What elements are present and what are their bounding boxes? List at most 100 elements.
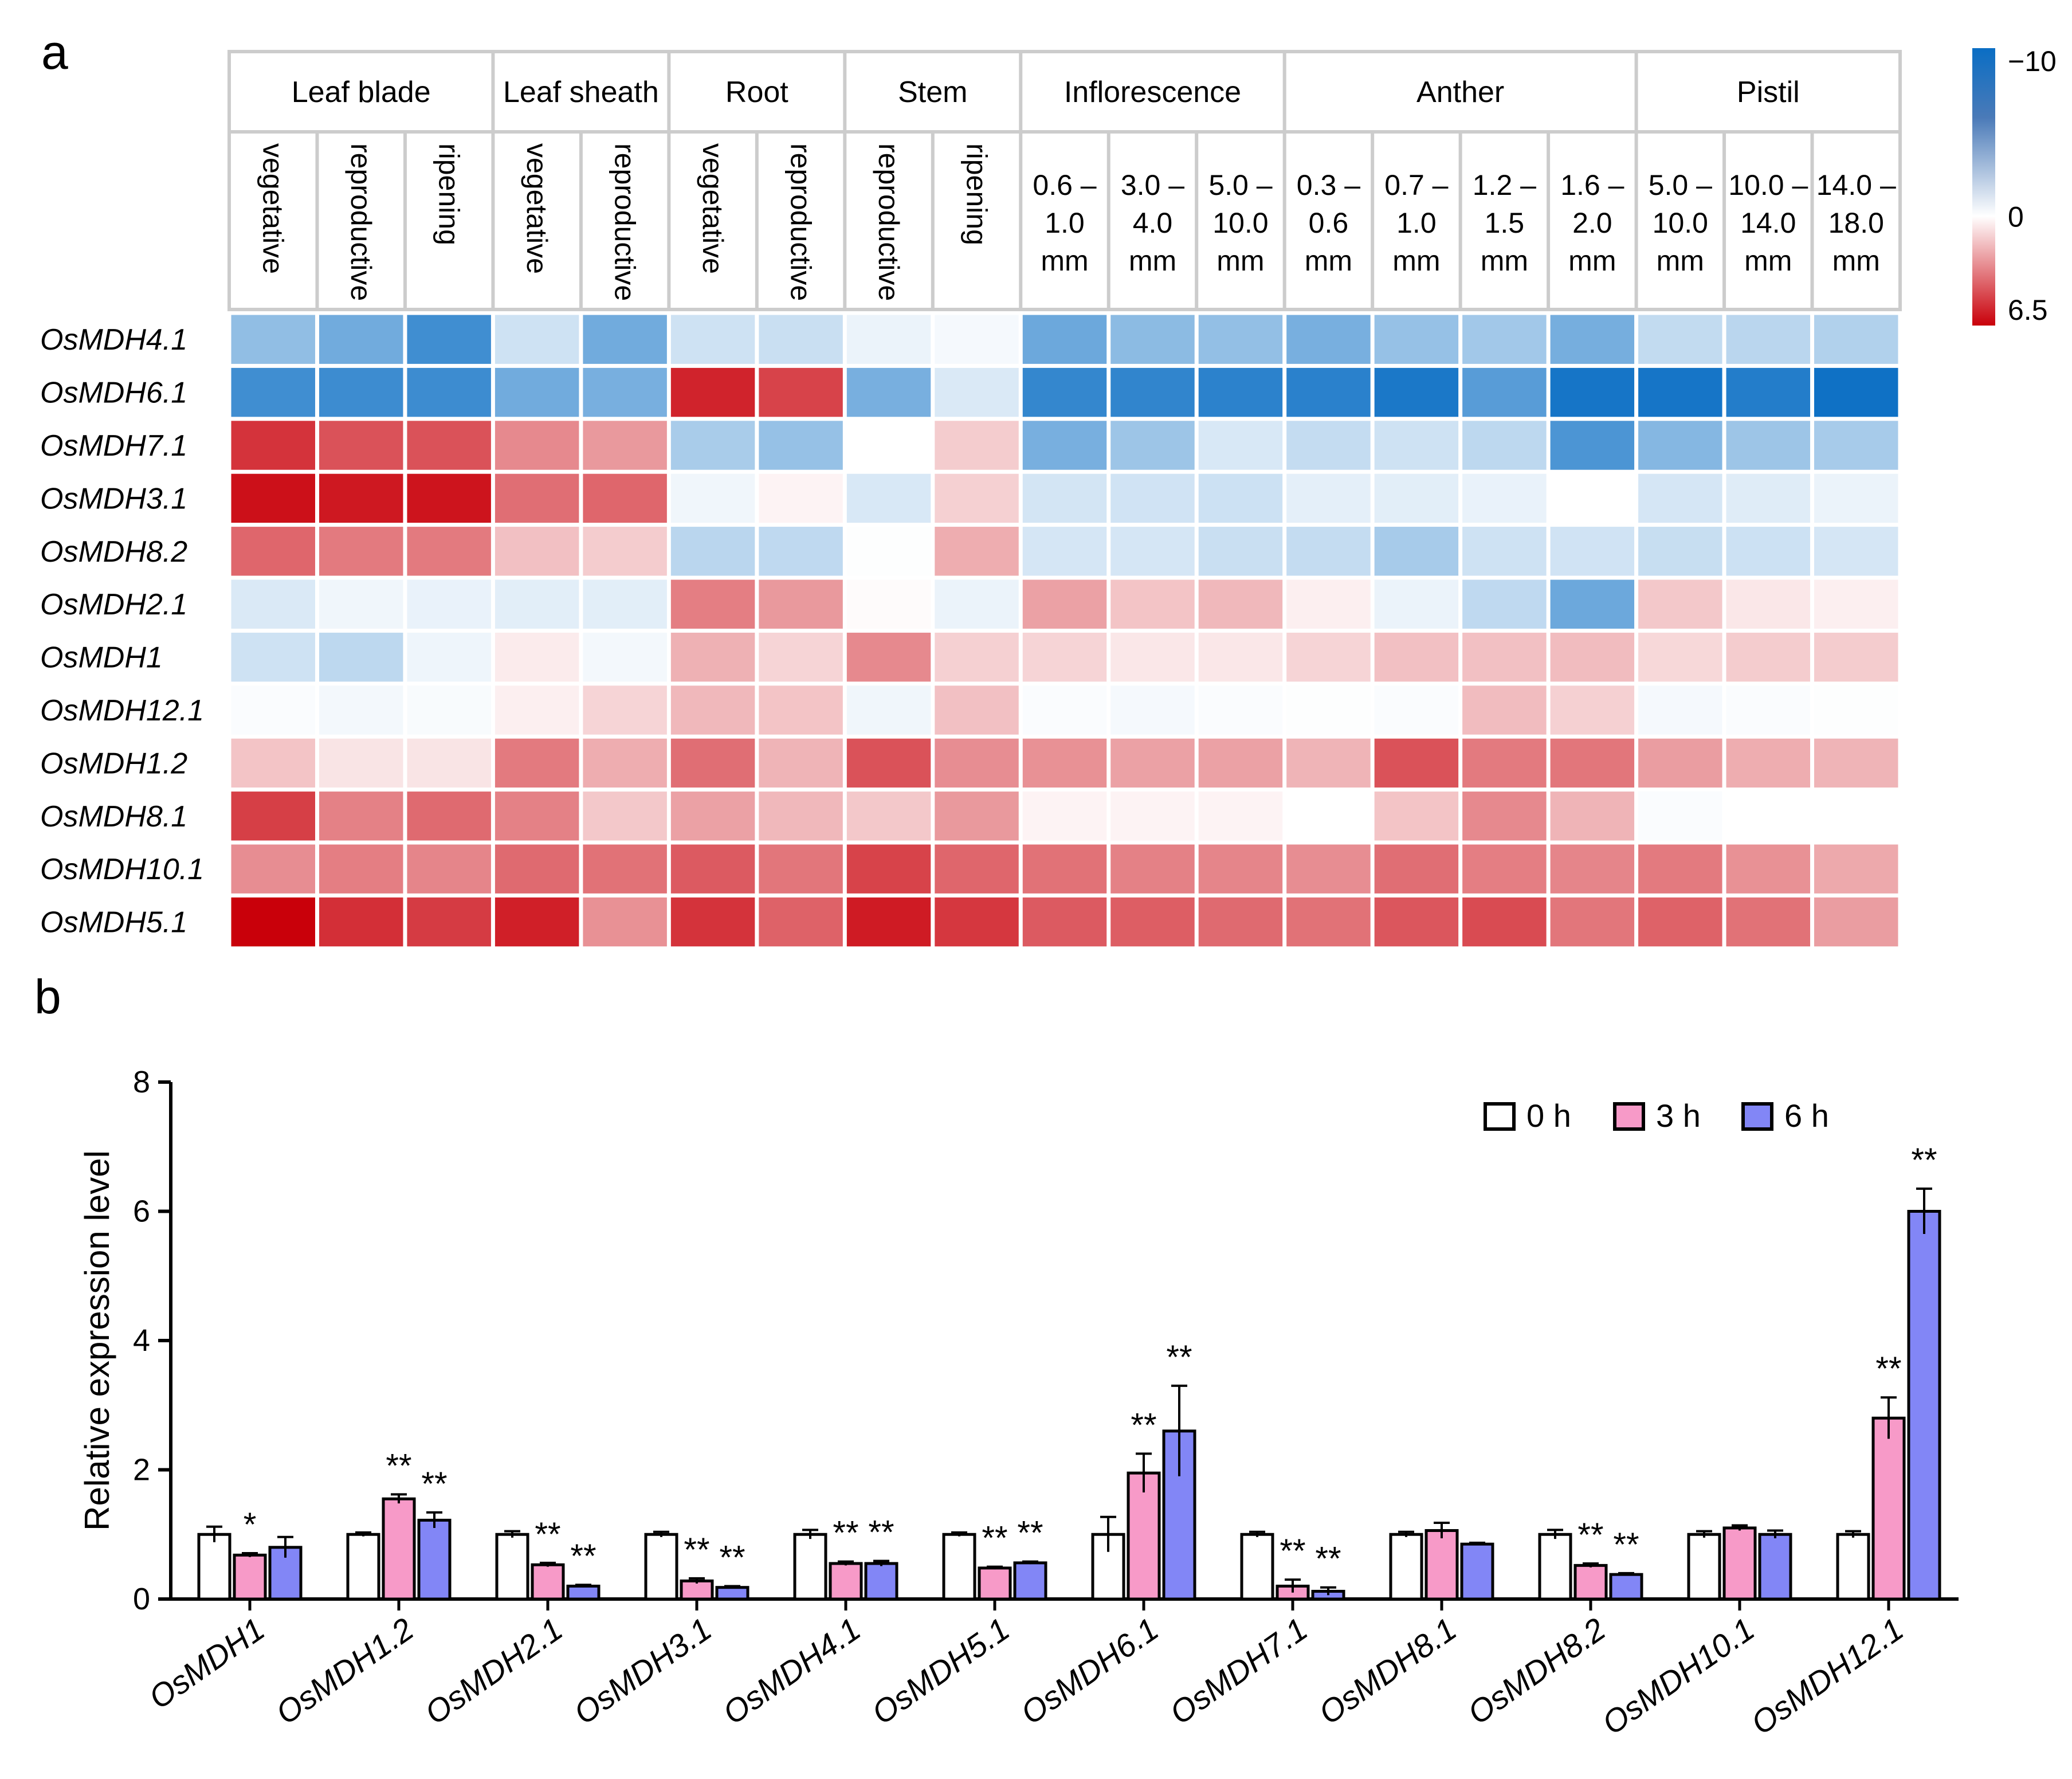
heatmap-cell [1726, 315, 1811, 364]
heatmap-cell [1814, 579, 1898, 629]
x-tick-label: OsMDH8.2 [1461, 1610, 1612, 1731]
heatmap-cell [1726, 527, 1811, 576]
heatmap-cell [846, 685, 931, 735]
heatmap-cell [1198, 791, 1283, 841]
stage-label: 1.2 – [1473, 169, 1536, 201]
bar [1758, 1533, 1792, 1601]
legend-swatch [1613, 1102, 1645, 1131]
heatmap-cell [1110, 685, 1195, 735]
heatmap-cell [1814, 527, 1898, 576]
bar [1573, 1564, 1608, 1601]
significance-mark: ** [1911, 1142, 1937, 1179]
heatmap-cell [1286, 367, 1371, 417]
bar [233, 1553, 267, 1601]
heatmap-cell [583, 527, 667, 576]
stage-label: 14.0 – [1816, 169, 1896, 201]
stage-label: mm [1305, 245, 1352, 277]
heatmap-cell [1814, 421, 1898, 470]
heatmap-cell [670, 791, 755, 841]
bar [382, 1497, 416, 1601]
heatmap-cell [670, 738, 755, 788]
heatmap-cell [935, 421, 1019, 470]
stage-label: vegetative [521, 143, 553, 274]
heatmap-cell [319, 315, 403, 364]
heatmap-cell [1550, 315, 1635, 364]
heatmap-cell [583, 421, 667, 470]
heatmap-cell [319, 791, 403, 841]
heatmap-cell [1022, 473, 1107, 523]
heatmap-cell [1198, 632, 1283, 682]
heatmap-cell [231, 791, 315, 841]
stage-label: 18.0 [1828, 207, 1884, 239]
heatmap-cell [1286, 791, 1371, 841]
y-tick-label: 0 [133, 1582, 150, 1616]
gene-label: OsMDH3.1 [40, 482, 187, 515]
heatmap-cell [1638, 844, 1722, 894]
y-axis-title: Relative expression level [78, 1150, 116, 1531]
heatmap-cell [1814, 791, 1898, 841]
heatmap-cell [846, 473, 931, 523]
heatmap-cell [759, 685, 843, 735]
heatmap-cell [1814, 315, 1898, 364]
bar [1907, 1210, 1941, 1601]
stage-label: mm [1392, 245, 1440, 277]
heatmap-cell [495, 791, 579, 841]
heatmap-cell [1198, 685, 1283, 735]
heatmap-cell [1638, 421, 1722, 470]
heatmap-cell [846, 738, 931, 788]
gene-label: OsMDH12.1 [40, 694, 204, 727]
heatmap-cell [759, 367, 843, 417]
heatmap-cell [1638, 315, 1722, 364]
heatmap-cell [1814, 844, 1898, 894]
legend-swatch [1741, 1102, 1773, 1131]
heatmap-cell [1022, 632, 1107, 682]
gene-label: OsMDH10.1 [40, 853, 204, 886]
tissue-label: Anther [1416, 76, 1504, 109]
heatmap-cell [846, 897, 931, 947]
heatmap-cell [1374, 685, 1459, 735]
heatmap-cell [1550, 685, 1635, 735]
heatmap-cell [670, 897, 755, 947]
heatmap-cell [319, 527, 403, 576]
heatmap-cell [495, 632, 579, 682]
color-scale-legend: −10 0 6.5 [1972, 45, 2057, 326]
stage-label: 4.0 [1133, 207, 1173, 239]
heatmap-cell [495, 844, 579, 894]
bar [197, 1533, 231, 1601]
heatmap-cell [495, 367, 579, 417]
heatmap-cell [1814, 685, 1898, 735]
heatmap-cell [1110, 473, 1195, 523]
tissue-label: Leaf blade [292, 76, 431, 109]
significance-mark: ** [719, 1539, 745, 1576]
stage-label: 1.0 [1045, 207, 1085, 239]
heatmap-cell [1374, 897, 1459, 947]
heatmap-cell [1726, 367, 1811, 417]
heatmap-cell [1814, 367, 1898, 417]
bar [793, 1533, 827, 1601]
heatmap-cell [1462, 421, 1547, 470]
heatmap-cell [583, 315, 667, 364]
heatmap-cell [759, 632, 843, 682]
heatmap-cell [1286, 527, 1371, 576]
stage-label: 3.0 – [1121, 169, 1184, 201]
heatmap-cell [231, 315, 315, 364]
color-scale-bar [1972, 48, 1995, 326]
heatmap-cell [670, 579, 755, 629]
heatmap-cell [1374, 738, 1459, 788]
heatmap-cell [1726, 897, 1811, 947]
significance-mark: * [244, 1506, 257, 1543]
x-tick-label: OsMDH5.1 [865, 1610, 1016, 1731]
heatmap-cell [1550, 632, 1635, 682]
stage-label: reproductive [345, 143, 377, 301]
legend-label: 3 h [1656, 1098, 1701, 1134]
heatmap-cell [1022, 844, 1107, 894]
heatmap-cell [407, 473, 491, 523]
heatmap-cell [1638, 738, 1722, 788]
heatmap-cell [1726, 844, 1811, 894]
heatmap-cell [1110, 632, 1195, 682]
heatmap-cell [319, 685, 403, 735]
heatmap-cell [495, 738, 579, 788]
heatmap-cell [759, 421, 843, 470]
heatmap-cell [231, 527, 315, 576]
heatmap-cell [319, 473, 403, 523]
